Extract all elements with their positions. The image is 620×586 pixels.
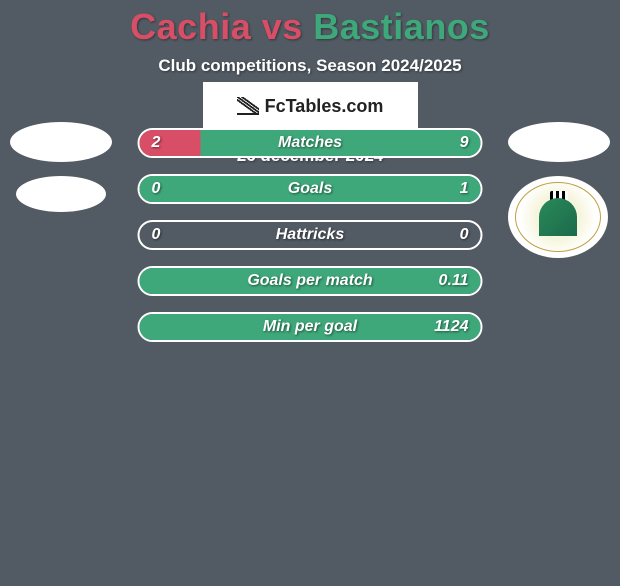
player2-photo-placeholder xyxy=(508,122,610,162)
stat-row: 0Goals1 xyxy=(138,174,483,204)
vs-separator: vs xyxy=(251,6,313,47)
stat-row: 0Hattricks0 xyxy=(138,220,483,250)
stat-label: Min per goal xyxy=(140,314,481,340)
player1-club-placeholder xyxy=(16,176,106,212)
club-badge-inner xyxy=(515,182,601,252)
chart-icon xyxy=(237,97,259,115)
subtitle: Club competitions, Season 2024/2025 xyxy=(0,56,620,76)
player1-photo-placeholder xyxy=(10,122,112,162)
stat-row: Goals per match0.11 xyxy=(138,266,483,296)
stat-right-value: 1124 xyxy=(434,314,468,340)
player2-avatar-group xyxy=(508,122,610,258)
stat-label: Goals per match xyxy=(140,268,481,294)
brand-text: FcTables.com xyxy=(265,96,384,117)
stat-right-value: 1 xyxy=(460,176,469,202)
page-title: Cachia vs Bastianos xyxy=(0,6,620,48)
brand-box[interactable]: FcTables.com xyxy=(203,82,418,130)
stats-bars: 2Matches90Goals10Hattricks0Goals per mat… xyxy=(138,128,483,358)
stat-right-value: 0.11 xyxy=(439,268,469,294)
player1-avatar-group xyxy=(10,122,112,226)
stat-row: 2Matches9 xyxy=(138,128,483,158)
stat-row: Min per goal1124 xyxy=(138,312,483,342)
stat-label: Matches xyxy=(140,130,481,156)
player2-club-badge xyxy=(508,176,608,258)
player1-name: Cachia xyxy=(130,6,251,47)
badge-peacock-icon xyxy=(539,198,577,236)
player2-name: Bastianos xyxy=(313,6,490,47)
stat-right-value: 0 xyxy=(460,222,469,248)
stat-label: Goals xyxy=(140,176,481,202)
stat-label: Hattricks xyxy=(140,222,481,248)
stat-right-value: 9 xyxy=(460,130,469,156)
